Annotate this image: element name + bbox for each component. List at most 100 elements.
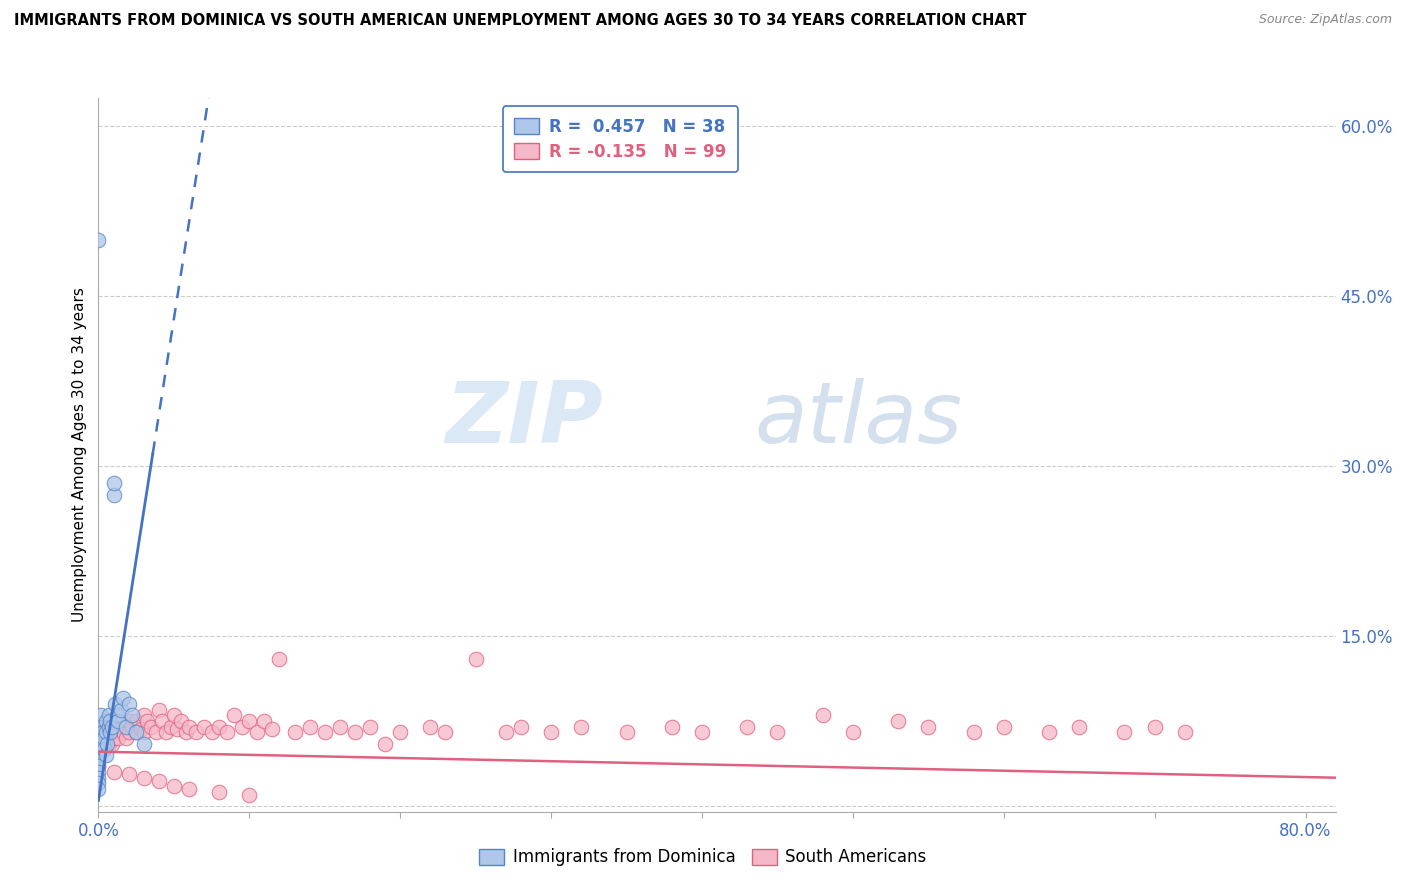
Point [1174,725,1197,739]
Point [1038,725,1060,739]
Point [616,725,638,739]
Point [132,771,155,785]
Point [148,774,170,789]
Point [94,725,117,739]
Point [464,652,486,666]
Point [434,725,457,739]
Point [103,720,125,734]
Point [87,782,110,797]
Point [150,714,173,728]
Point [269,652,291,666]
Point [374,737,396,751]
Point [110,703,132,717]
Point [87,759,110,773]
Point [145,725,167,739]
Point [94,714,117,728]
Point [200,725,222,739]
Point [103,765,125,780]
Point [87,731,110,745]
Y-axis label: Unemployment Among Ages 30 to 34 years: Unemployment Among Ages 30 to 34 years [72,287,87,623]
Point [246,725,269,739]
Point [329,720,352,734]
Point [105,708,128,723]
Point [132,725,155,739]
Point [389,725,412,739]
Point [117,725,139,739]
Point [87,742,110,756]
Point [238,788,260,802]
Point [111,725,134,739]
Point [87,748,110,763]
Point [100,725,122,739]
Point [993,720,1015,734]
Point [1114,725,1136,739]
Point [177,782,200,797]
Point [93,737,115,751]
Point [121,708,143,723]
Point [208,720,231,734]
Point [163,779,186,793]
Point [87,720,110,734]
Point [91,725,114,739]
Legend: R =  0.457   N = 38, R = -0.135   N = 99: R = 0.457 N = 38, R = -0.135 N = 99 [503,106,738,172]
Point [224,708,246,723]
Point [141,720,163,734]
Point [103,487,125,501]
Point [90,737,112,751]
Point [94,737,117,751]
Point [91,731,114,745]
Point [87,742,110,756]
Point [101,737,124,751]
Point [125,714,148,728]
Point [96,731,118,745]
Point [166,722,188,736]
Point [117,767,139,781]
Point [509,720,531,734]
Point [208,785,231,799]
Point [343,725,366,739]
Point [87,765,110,780]
Point [87,731,110,745]
Text: Source: ZipAtlas.com: Source: ZipAtlas.com [1258,13,1392,27]
Point [842,725,865,739]
Point [661,720,683,734]
Point [104,697,127,711]
Point [107,714,129,728]
Point [238,714,260,728]
Point [495,725,517,739]
Point [177,720,200,734]
Point [1069,720,1091,734]
Point [87,737,110,751]
Point [93,742,115,756]
Point [419,720,441,734]
Point [569,720,592,734]
Point [962,725,984,739]
Point [298,720,321,734]
Point [110,720,132,734]
Point [94,748,117,763]
Point [94,725,117,739]
Point [163,708,186,723]
Point [193,720,215,734]
Point [111,691,134,706]
Point [93,731,115,745]
Point [121,720,143,734]
Point [231,720,253,734]
Point [887,714,910,728]
Point [98,737,121,751]
Point [917,720,939,734]
Point [87,737,110,751]
Point [114,731,136,745]
Point [107,731,129,745]
Point [314,725,336,739]
Point [132,708,155,723]
Point [87,759,110,773]
Point [87,233,110,247]
Point [87,754,110,768]
Point [114,720,136,734]
Point [148,703,170,717]
Point [125,725,148,739]
Point [766,725,789,739]
Point [132,737,155,751]
Point [117,714,139,728]
